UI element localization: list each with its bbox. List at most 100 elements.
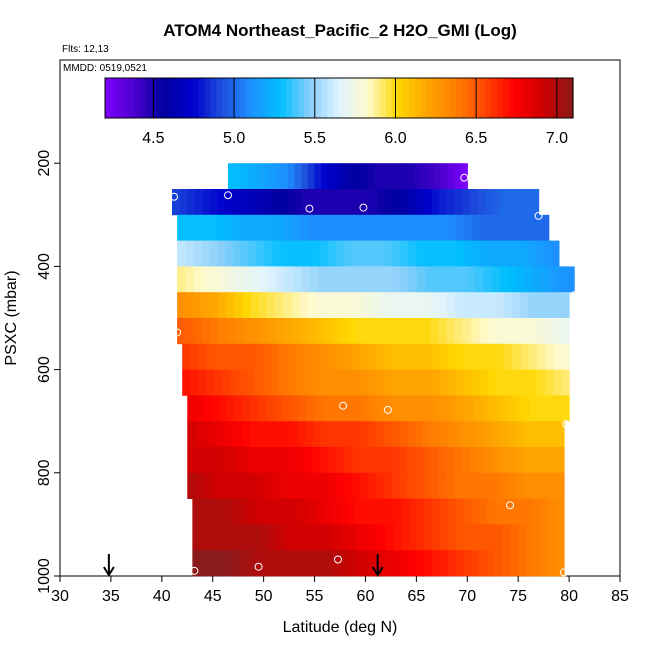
heatmap-cell bbox=[266, 318, 276, 345]
heatmap-cell bbox=[454, 447, 463, 474]
heatmap-cell bbox=[525, 524, 534, 551]
colorbar-swatch bbox=[514, 78, 521, 118]
heatmap-cell bbox=[265, 421, 275, 448]
heatmap-cell bbox=[536, 292, 546, 319]
y-tick-label: 600 bbox=[36, 356, 53, 383]
heatmap-cell bbox=[494, 498, 503, 525]
heatmap-cell bbox=[393, 524, 403, 551]
heatmap-cell bbox=[294, 163, 302, 190]
heatmap-cell bbox=[312, 472, 322, 499]
heatmap-cell bbox=[504, 369, 514, 396]
heatmap-cell bbox=[254, 214, 263, 241]
heatmap-cell bbox=[532, 421, 542, 448]
heatmap-cell bbox=[278, 189, 288, 216]
heatmap-cell bbox=[535, 240, 544, 267]
heatmap-cell bbox=[416, 524, 426, 551]
heatmap-cell bbox=[414, 472, 424, 499]
heatmap-cell bbox=[234, 318, 244, 345]
heatmap-cell bbox=[354, 163, 362, 190]
heatmap-cell bbox=[254, 498, 263, 525]
heatmap-cell bbox=[228, 163, 236, 190]
heatmap-cell bbox=[540, 498, 550, 525]
heatmap-cell bbox=[469, 189, 479, 216]
heatmap-cell bbox=[466, 266, 476, 293]
colorbar-tick-label: 4.5 bbox=[142, 130, 164, 147]
heatmap-cell bbox=[194, 189, 204, 216]
heatmap-cell bbox=[450, 266, 459, 293]
heatmap-cell bbox=[227, 395, 236, 422]
heatmap-cell bbox=[502, 498, 511, 525]
heatmap-cell bbox=[216, 240, 226, 267]
colorbar-swatch bbox=[473, 78, 480, 118]
heatmap-cell bbox=[433, 395, 443, 422]
heatmap-cell bbox=[200, 214, 209, 241]
heatmap-cell bbox=[447, 550, 457, 577]
chart-title: ATOM4 Northeast_Pacific_2 H2O_GMI (Log) bbox=[163, 21, 517, 40]
heatmap-cell bbox=[525, 214, 534, 241]
heatmap-cell bbox=[234, 163, 242, 190]
heatmap-cell bbox=[434, 163, 442, 190]
heatmap-cell bbox=[201, 318, 211, 345]
heatmap-cell bbox=[217, 189, 227, 216]
heatmap-cell bbox=[273, 447, 283, 474]
x-tick-label: 65 bbox=[407, 588, 425, 605]
heatmap-cell bbox=[431, 189, 440, 216]
heatmap-cell bbox=[242, 292, 252, 319]
heatmap-cell bbox=[536, 369, 546, 396]
heatmap-cell bbox=[203, 395, 212, 422]
heatmap-cell bbox=[400, 163, 409, 190]
heatmap-cell bbox=[527, 240, 536, 267]
heatmap-cell bbox=[439, 189, 448, 216]
heatmap-cell bbox=[415, 240, 425, 267]
heatmap-cell bbox=[317, 266, 327, 293]
heatmap-cell bbox=[540, 421, 549, 448]
heatmap-cell bbox=[336, 472, 345, 499]
colorbar-swatch bbox=[543, 78, 551, 118]
colorbar-swatch bbox=[175, 78, 182, 118]
colorbar-swatch bbox=[110, 78, 118, 118]
heatmap-cell bbox=[432, 498, 441, 525]
heatmap-cell bbox=[488, 369, 498, 396]
colorbar-swatch bbox=[321, 78, 328, 118]
heatmap-cell bbox=[222, 343, 232, 370]
heatmap-cell bbox=[496, 343, 506, 370]
heatmap-cell bbox=[378, 214, 387, 241]
x-axis-label: Latitude (deg N) bbox=[283, 619, 398, 636]
colorbar-tick-label: 6.0 bbox=[384, 130, 406, 147]
heatmap-cell bbox=[520, 318, 529, 345]
heatmap-cell bbox=[217, 318, 227, 345]
heatmap-cell bbox=[540, 472, 549, 499]
heatmap-cell bbox=[393, 550, 403, 577]
heatmap-cell bbox=[432, 343, 441, 370]
heatmap-cell bbox=[440, 550, 449, 577]
heatmap-cell bbox=[218, 472, 228, 499]
heatmap-cell bbox=[312, 240, 321, 267]
heatmap-cell bbox=[185, 292, 195, 319]
heatmap-cell bbox=[378, 189, 387, 216]
heatmap-cell bbox=[386, 395, 395, 422]
heatmap-cell bbox=[557, 266, 567, 293]
heatmap-cell bbox=[471, 550, 480, 577]
heatmap-cell bbox=[202, 189, 211, 216]
colorbar-swatch bbox=[561, 78, 568, 118]
heatmap-cell bbox=[552, 343, 562, 370]
heatmap-cell bbox=[177, 214, 186, 241]
heatmap-cell bbox=[383, 447, 392, 474]
heatmap-cell bbox=[408, 266, 418, 293]
heatmap-cell bbox=[248, 240, 258, 267]
heatmap-cell bbox=[378, 498, 387, 525]
heatmap-cell bbox=[248, 189, 257, 216]
heatmap-cell bbox=[274, 163, 282, 190]
heatmap-cell bbox=[455, 240, 465, 267]
heatmap-cell bbox=[560, 318, 570, 345]
heatmap-cell bbox=[210, 447, 220, 474]
heatmap-cell bbox=[177, 292, 186, 319]
heatmap-cell bbox=[336, 240, 345, 267]
heatmap-cell bbox=[317, 189, 326, 216]
heatmap-cell bbox=[454, 472, 463, 499]
heatmap-cell bbox=[479, 214, 488, 241]
heatmap-cell bbox=[295, 343, 304, 370]
heatmap-cell bbox=[487, 292, 497, 319]
heatmap-cell bbox=[354, 550, 364, 577]
heatmap-cell bbox=[238, 343, 248, 370]
